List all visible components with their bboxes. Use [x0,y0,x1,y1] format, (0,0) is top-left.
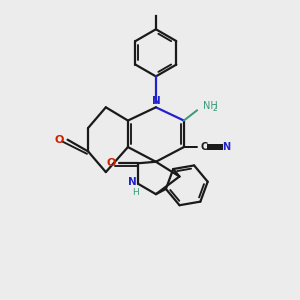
Text: NH: NH [203,101,218,111]
Text: N: N [222,142,230,152]
Text: 2: 2 [213,104,218,113]
Text: O: O [55,135,64,145]
Text: N: N [152,96,160,106]
Text: N: N [128,177,137,188]
Text: O: O [106,158,116,168]
Text: C: C [201,142,208,152]
Text: H: H [132,188,139,196]
